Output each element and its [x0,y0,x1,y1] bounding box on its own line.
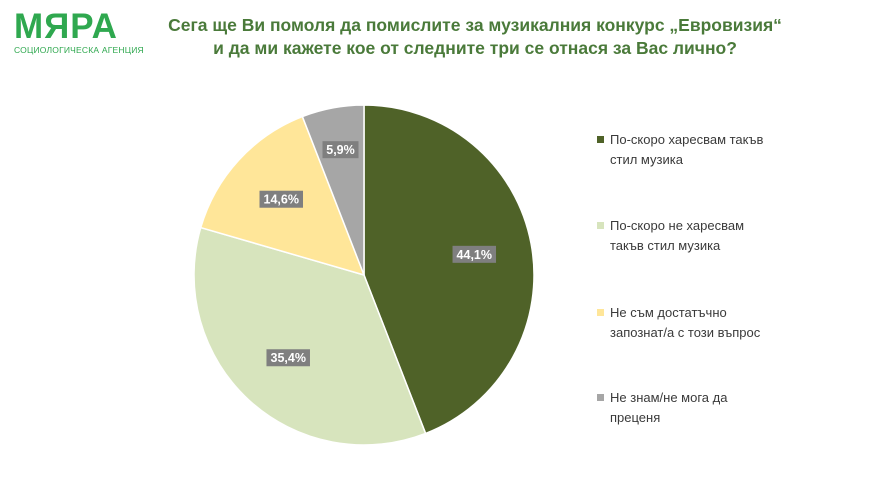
legend-label-line1: Не знам/не мога да [610,390,728,405]
legend-label-line2: стил музика [610,152,683,167]
data-label-text: 14,6% [264,193,299,207]
legend-label-line1: По-скоро харесвам такъв [610,132,764,147]
data-label-background [259,190,304,208]
logo: МЯРА СОЦИОЛОГИЧЕСКА АГЕНЦИЯ [14,7,144,55]
chart-title-line1: Сега ще Ви помоля да помислите за музика… [168,15,782,35]
legend-label-line1: По-скоро не харесвам [610,218,745,233]
data-label-background [322,141,359,159]
data-label-background [266,349,310,367]
logo-name: МЯРА [14,7,118,46]
legend-label-line1: Не съм достатъчно [610,305,727,320]
slice-data-label: 5,9% [322,141,359,159]
legend-swatch [597,309,604,316]
slice-data-label: 44,1% [452,245,497,263]
legend-swatch [597,222,604,229]
legend-swatch [597,136,604,143]
legend-item: Не съм достатъчно запознат/а с този въпр… [597,303,797,343]
legend-item: По-скоро харесвам такъв стил музика [597,130,797,170]
legend-label: По-скоро не харесвам такъв стил музика [610,216,744,256]
chart-title: Сега ще Ви помоля да помислите за музика… [150,14,800,60]
legend-label: Не съм достатъчно запознат/а с този въпр… [610,303,760,343]
slice-data-label: 35,4% [266,349,310,367]
legend-label: Не знам/не мога да преценя [610,388,727,428]
legend-label-line2: запознат/а с този въпрос [610,325,761,340]
data-label-background [452,245,497,263]
data-label-text: 35,4% [271,351,306,365]
chart-title-line2: и да ми кажете кое от следните три се от… [213,38,737,58]
legend-item: Не знам/не мога да преценя [597,388,797,428]
data-label-text: 44,1% [457,248,492,262]
slice-data-label: 14,6% [259,190,304,208]
data-label-text: 5,9% [326,143,355,157]
legend-label-line2: такъв стил музика [610,238,721,253]
legend-swatch [597,394,604,401]
legend-label: По-скоро харесвам такъв стил музика [610,130,763,170]
legend-label-line2: преценя [610,410,661,425]
pie-slice [363,104,535,435]
logo-subtitle: СОЦИОЛОГИЧЕСКА АГЕНЦИЯ [14,45,144,55]
pie-slice [193,226,427,446]
legend-item: По-скоро не харесвам такъв стил музика [597,216,797,256]
